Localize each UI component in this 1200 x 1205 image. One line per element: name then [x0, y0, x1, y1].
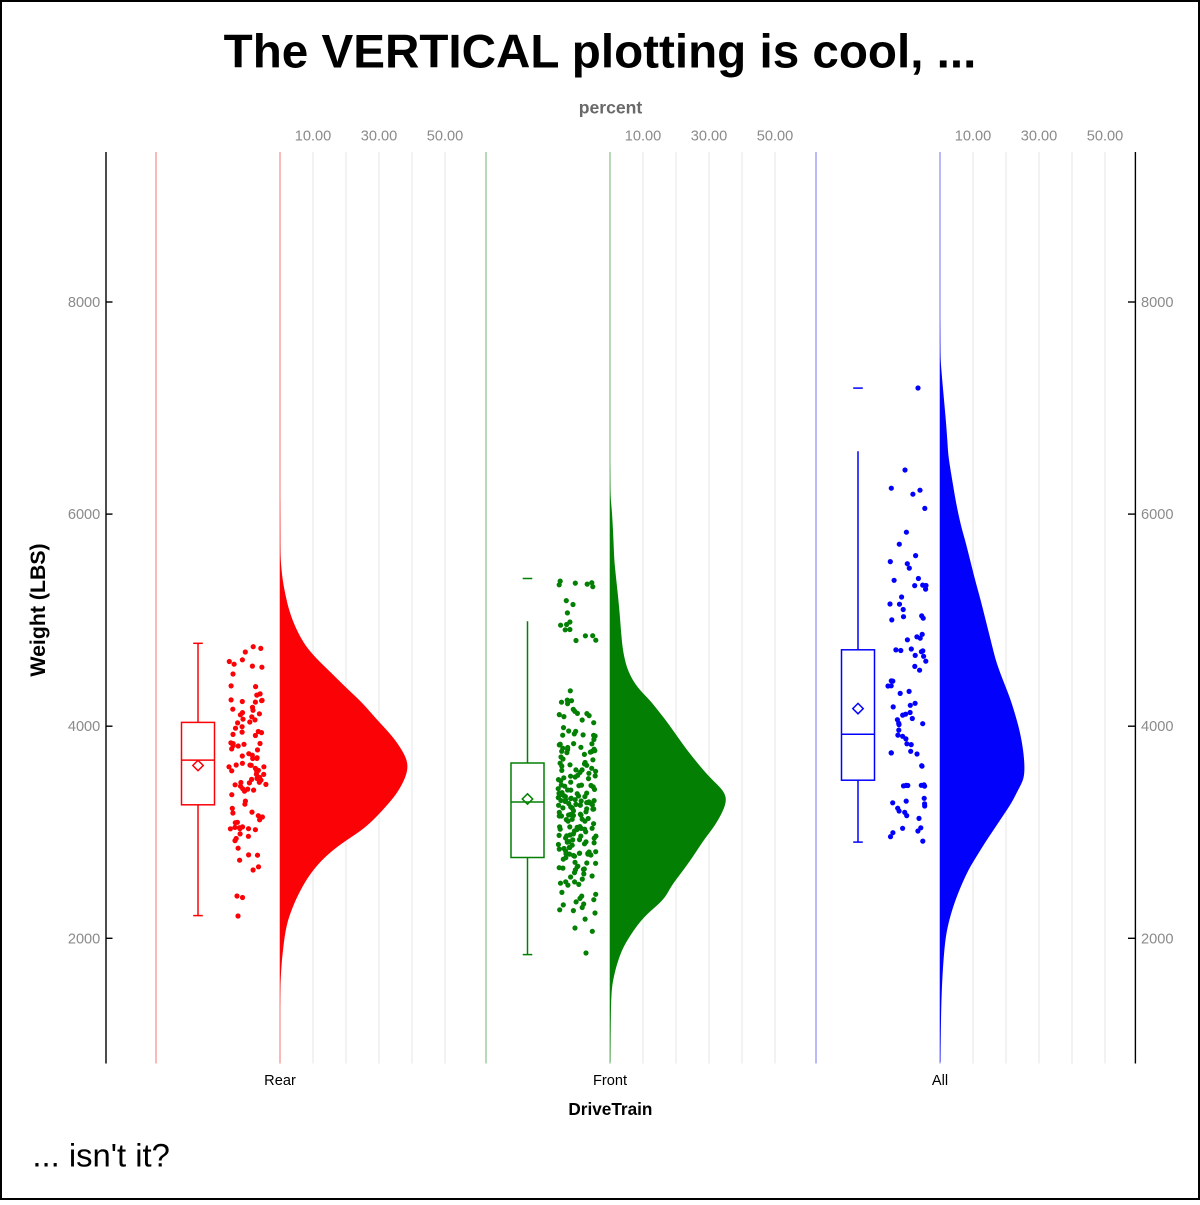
svg-text:2000: 2000	[1141, 931, 1173, 947]
svg-text:percent: percent	[579, 98, 643, 118]
svg-text:10.00: 10.00	[625, 129, 662, 145]
svg-text:2000: 2000	[68, 931, 100, 947]
svg-text:10.00: 10.00	[295, 129, 332, 145]
svg-text:Front: Front	[593, 1073, 627, 1089]
svg-text:All: All	[932, 1073, 948, 1089]
svg-text:8000: 8000	[1141, 295, 1173, 311]
svg-text:30.00: 30.00	[361, 129, 398, 145]
svg-text:50.00: 50.00	[757, 129, 794, 145]
svg-text:Weight (LBS): Weight (LBS)	[26, 543, 50, 676]
svg-text:The VERTICAL plotting is cool,: The VERTICAL plotting is cool, ...	[224, 26, 977, 79]
svg-text:6000: 6000	[68, 507, 100, 523]
svg-text:8000: 8000	[68, 295, 100, 311]
svg-text:4000: 4000	[1141, 719, 1173, 735]
svg-text:30.00: 30.00	[691, 129, 728, 145]
svg-text:50.00: 50.00	[427, 129, 464, 145]
svg-text:30.00: 30.00	[1021, 129, 1058, 145]
svg-text:DriveTrain: DriveTrain	[568, 1099, 652, 1119]
svg-text:6000: 6000	[1141, 507, 1173, 523]
svg-text:4000: 4000	[68, 719, 100, 735]
svg-text:50.00: 50.00	[1087, 129, 1124, 145]
svg-text:10.00: 10.00	[955, 129, 992, 145]
svg-text:... isn't it?: ... isn't it?	[32, 1136, 170, 1173]
svg-text:Rear: Rear	[264, 1073, 296, 1089]
